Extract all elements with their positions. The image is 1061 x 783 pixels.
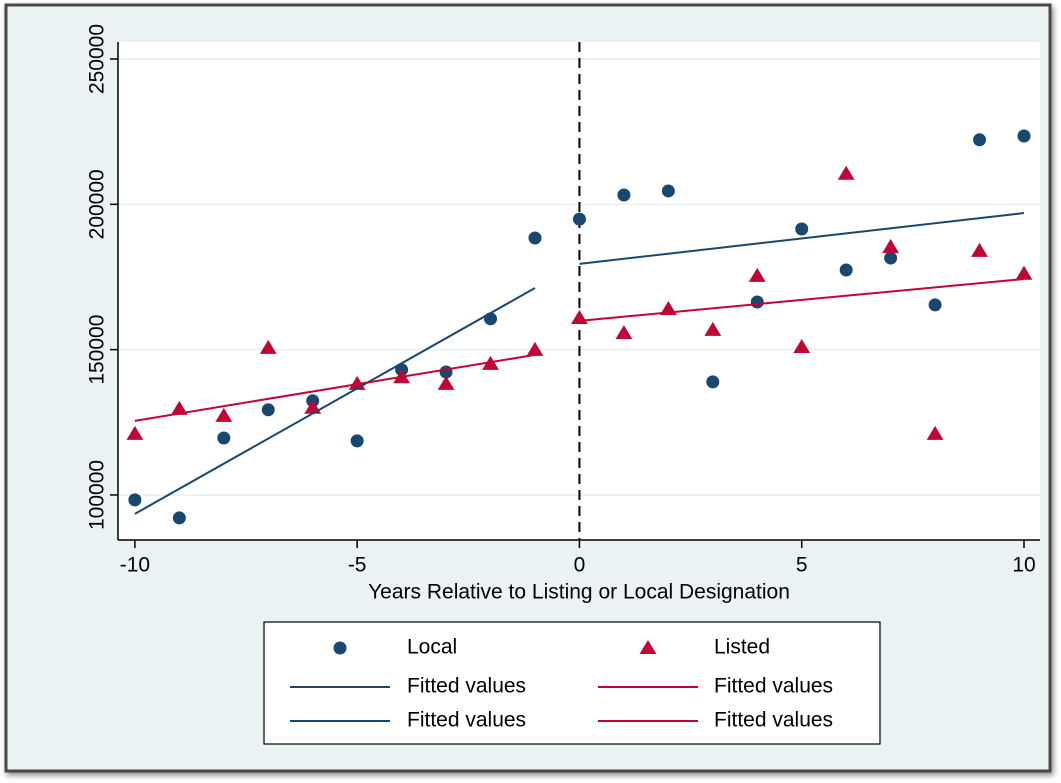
legend-symbol [333, 641, 347, 655]
point [350, 434, 364, 448]
y-tick-label: 200000 [86, 169, 109, 239]
point [617, 188, 631, 202]
fit-line [134, 353, 536, 422]
point [882, 239, 900, 254]
legend-symbol [639, 640, 657, 654]
legend-label: Listed [714, 636, 770, 659]
point [128, 493, 142, 507]
y-tick-label: 250000 [86, 24, 109, 94]
x-tick-label: 0 [574, 554, 586, 577]
legend-label: Fitted values [407, 709, 526, 732]
fit-line [579, 278, 1025, 322]
point [704, 321, 722, 336]
point [217, 431, 231, 445]
point [1017, 129, 1031, 143]
point [170, 400, 188, 415]
point [615, 325, 633, 340]
point [215, 407, 233, 422]
point [926, 425, 944, 440]
point [837, 165, 855, 180]
point [437, 375, 455, 390]
x-axis-title: Years Relative to Listing or Local Desig… [368, 581, 790, 604]
legend-label: Local [407, 636, 457, 659]
legend-label: Fitted values [407, 675, 526, 698]
y-tick-label: 100000 [86, 460, 109, 530]
point [126, 425, 144, 440]
x-tick-label: 5 [796, 554, 808, 577]
y-tick-label: 150000 [86, 315, 109, 385]
point [971, 242, 988, 257]
x-tick-label: -10 [120, 554, 150, 577]
point [526, 341, 544, 356]
x-tick-label: -5 [348, 554, 367, 577]
point [572, 212, 586, 226]
point [884, 251, 898, 265]
point [528, 231, 542, 245]
legend-label: Fitted values [714, 675, 833, 698]
point [259, 339, 277, 354]
point [750, 295, 764, 309]
point [973, 133, 987, 147]
point [484, 312, 498, 326]
point [839, 263, 853, 277]
point [795, 222, 809, 236]
marks [126, 42, 1033, 540]
point [793, 339, 811, 354]
point [748, 267, 766, 282]
point [261, 403, 275, 417]
point [706, 375, 720, 389]
legend-label: Fitted values [714, 709, 833, 732]
point [172, 511, 186, 525]
fit-line [134, 287, 536, 515]
fit-line [579, 212, 1025, 265]
point [1015, 265, 1033, 280]
x-tick-label: 10 [1012, 554, 1035, 577]
point [928, 298, 942, 312]
legend-entries: Local Listed Fitted values Fitted values Fit… [290, 636, 833, 732]
legend [263, 621, 881, 745]
point [661, 184, 675, 198]
